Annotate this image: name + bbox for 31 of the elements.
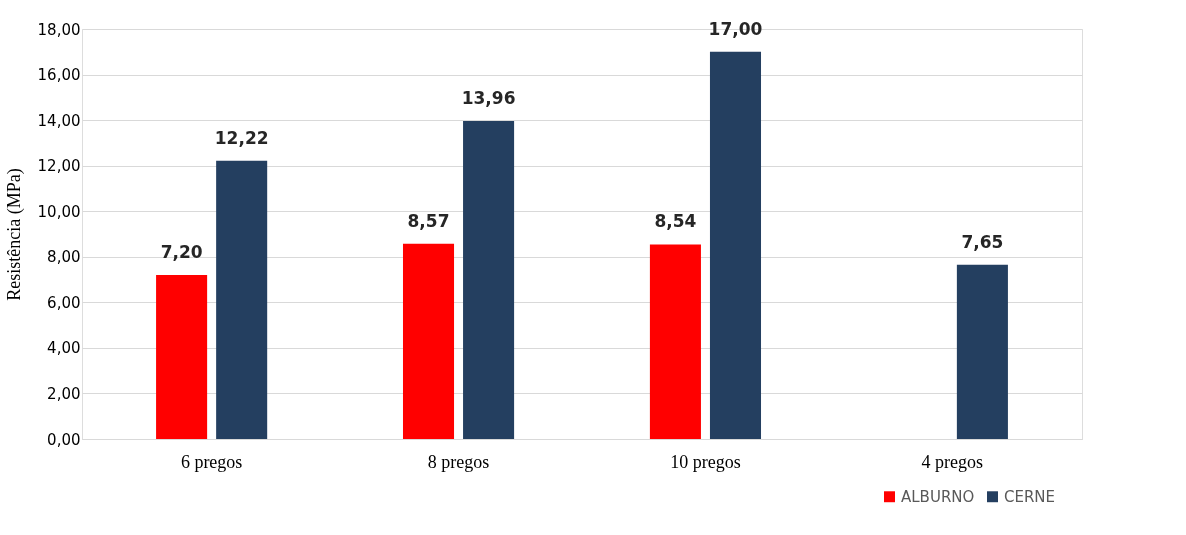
x-tick-label: 10 pregos — [670, 451, 741, 472]
y-tick-label: 10,00 — [37, 202, 81, 221]
y-axis-title: Resistência (MPa) — [3, 168, 25, 301]
y-tick-label: 6,00 — [47, 293, 81, 312]
legend-label: ALBURNO — [901, 487, 975, 506]
x-tick-label: 6 pregos — [180, 451, 243, 472]
y-tick-label: 14,00 — [37, 111, 81, 130]
y-tick-label: 0,00 — [47, 430, 81, 449]
bar — [709, 51, 762, 439]
y-tick-label: 4,00 — [47, 339, 81, 358]
y-tick-label: 16,00 — [37, 66, 81, 85]
y-tick-label: 12,00 — [37, 157, 81, 176]
data-label: 17,00 — [708, 18, 763, 39]
legend-label: CERNE — [1004, 487, 1056, 506]
data-label: 7,20 — [160, 242, 203, 262]
bar — [216, 160, 268, 439]
y-tick-label: 18,00 — [37, 20, 81, 39]
data-label: 13,96 — [461, 88, 516, 109]
bar — [156, 275, 208, 439]
y-tick-label: 8,00 — [47, 248, 81, 267]
data-label: 12,22 — [214, 127, 269, 148]
x-tick-label: 4 pregos — [921, 451, 984, 472]
bar — [463, 121, 515, 439]
data-label: 8,57 — [407, 210, 450, 231]
x-tick-label: 8 pregos — [427, 451, 490, 472]
y-tick-label: 2,00 — [47, 384, 81, 403]
bar — [956, 264, 1008, 439]
data-label: 8,54 — [654, 211, 697, 232]
bar — [402, 243, 455, 439]
bar — [649, 244, 701, 439]
data-label: 7,65 — [961, 231, 1004, 252]
